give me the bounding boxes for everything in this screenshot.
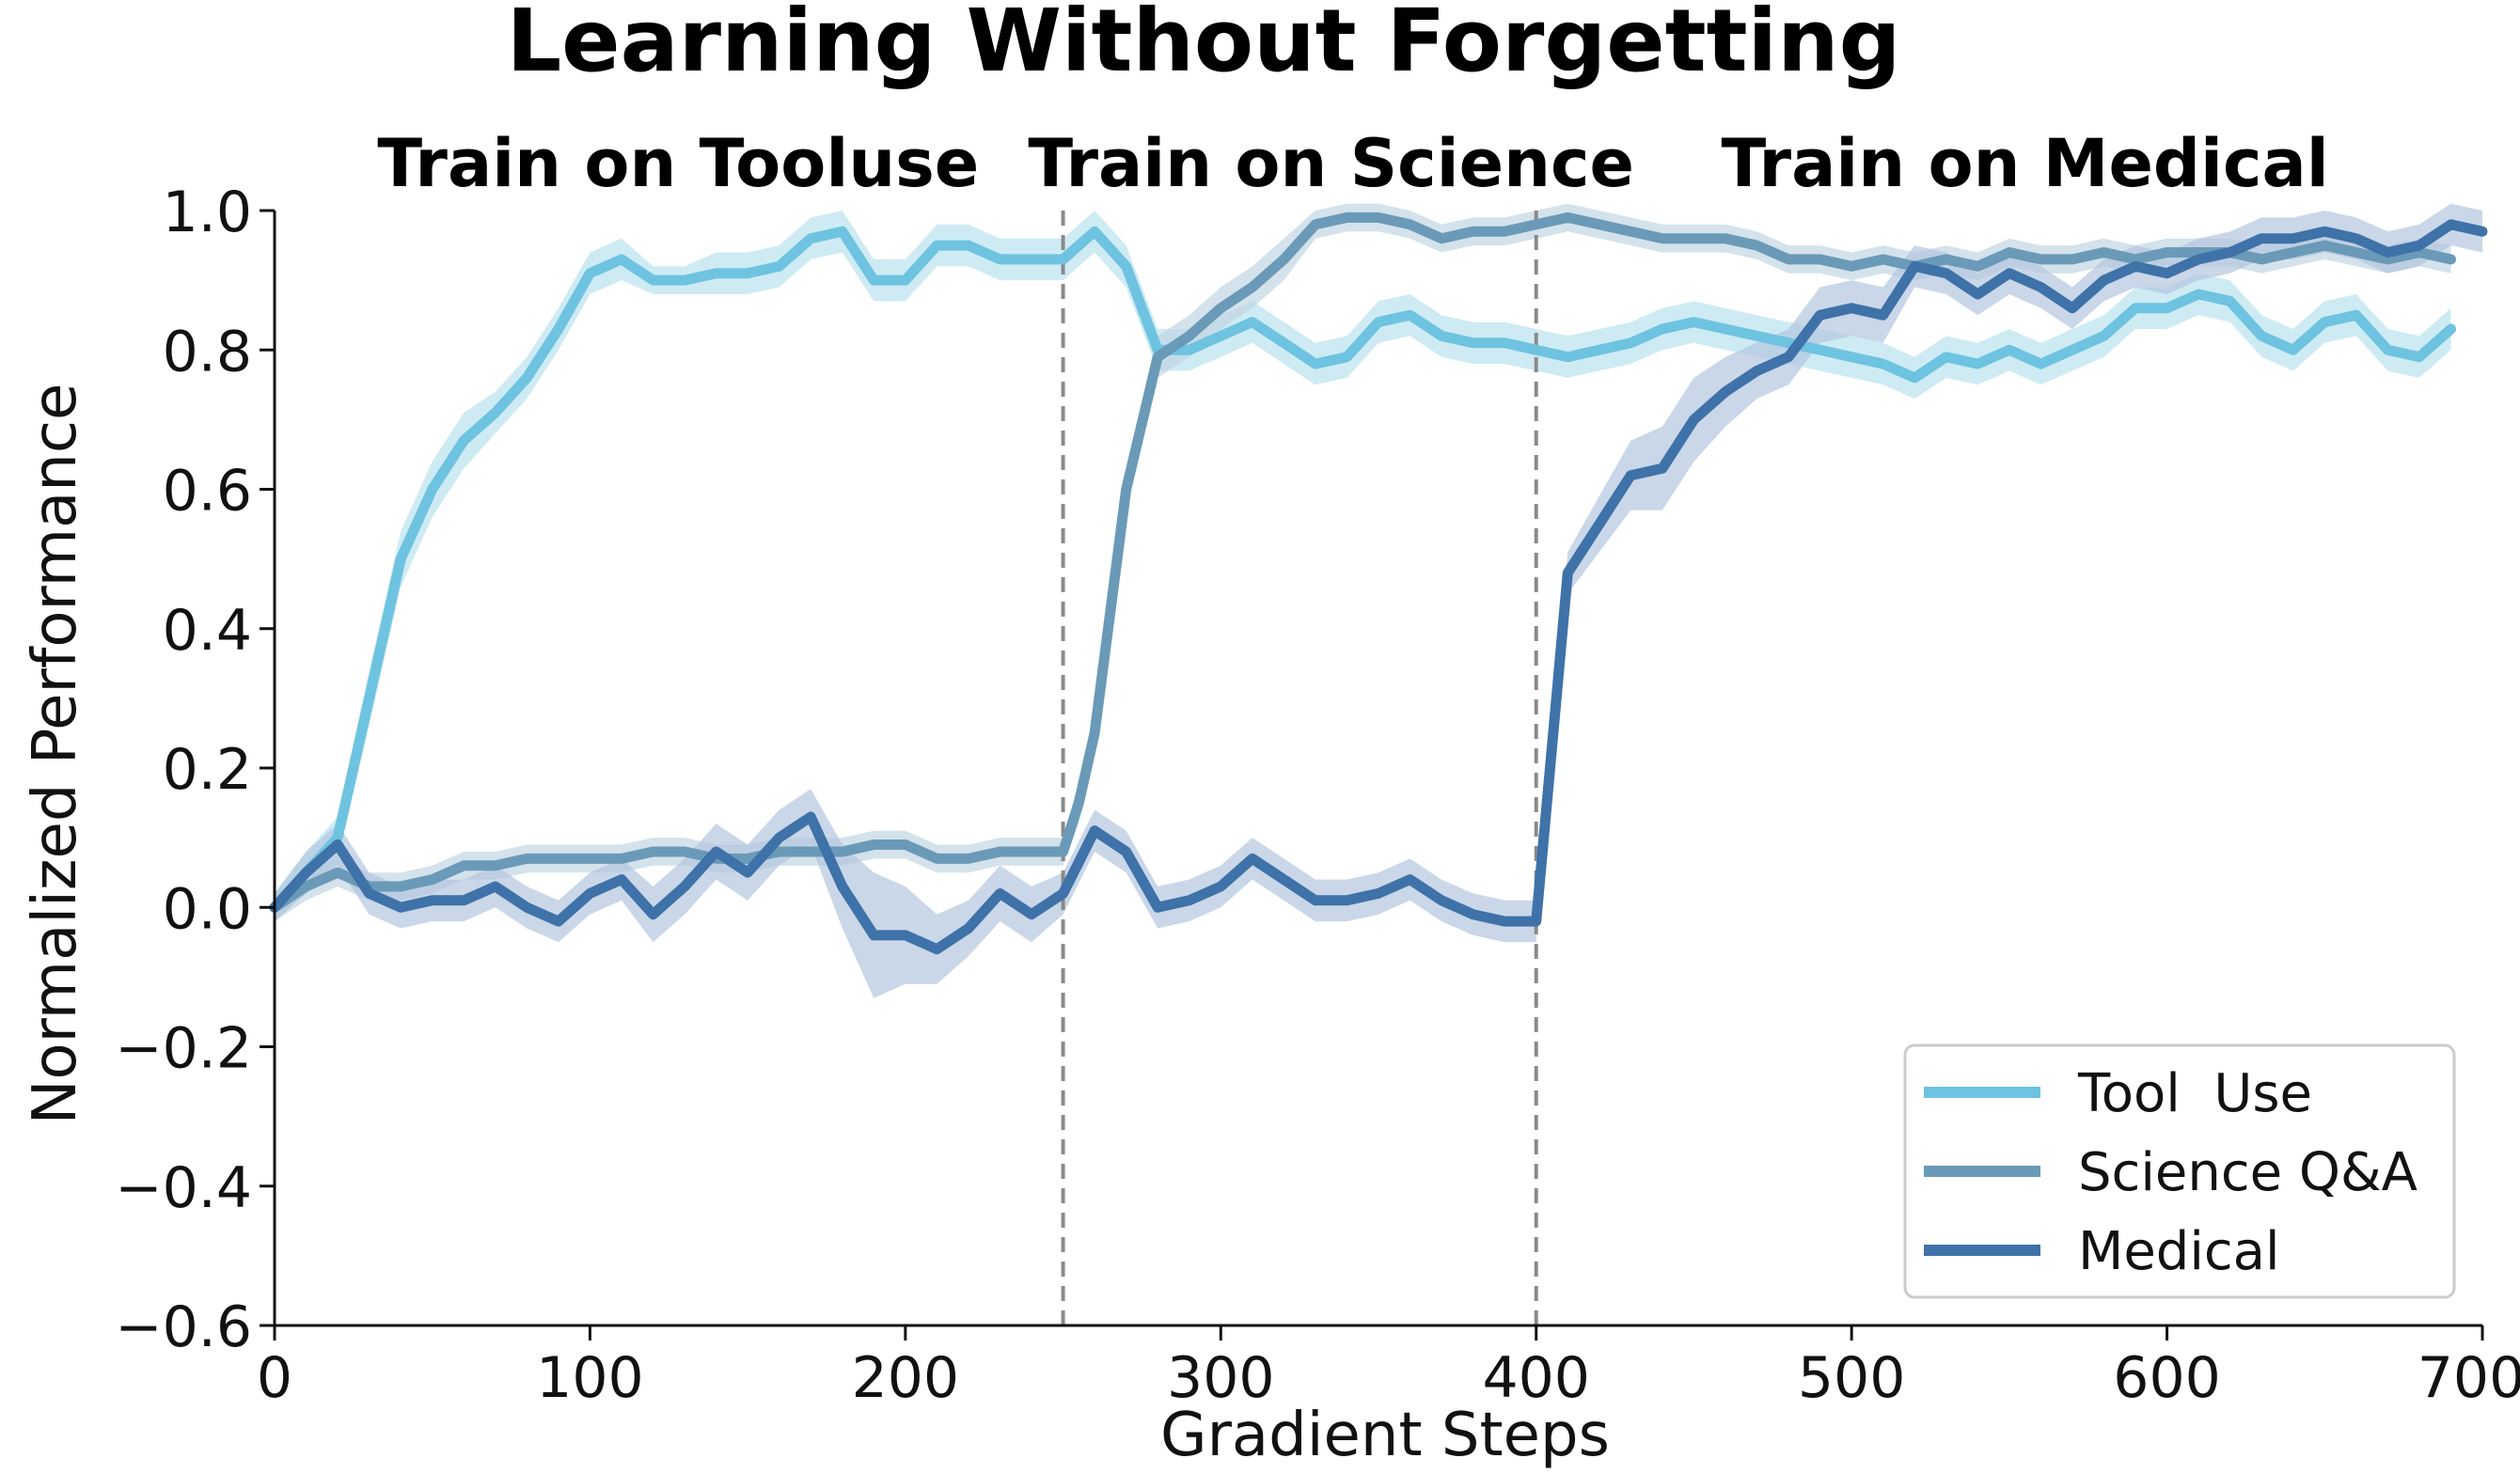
x-tick-label: 500 (1798, 1345, 1906, 1411)
y-tick-label: −0.6 (115, 1294, 252, 1360)
legend-label: Tool Use (2077, 1063, 2312, 1124)
phase-label: Train on Tooluse (377, 125, 979, 202)
legend-label: Science Q&A (2078, 1142, 2418, 1203)
line-series-1 (269, 212, 2456, 913)
phase-label: Train on Medical (1721, 125, 2328, 202)
legend: Tool Use Science Q&A Medical (1903, 1043, 2456, 1299)
confidence-bands (275, 203, 2482, 998)
line-series-2 (269, 219, 2488, 955)
x-tick-label: 0 (257, 1345, 292, 1411)
line-series-0 (269, 226, 2456, 913)
x-tick-label: 700 (2418, 1345, 2520, 1411)
y-tick-label: 0.2 (163, 737, 252, 803)
x-tick-label: 200 (852, 1345, 960, 1411)
y-axis-label: Normalized Performance (21, 384, 90, 1125)
axes: −0.6 −0.4 −0.2 0.0 0.2 0.4 0.6 0.8 1.0 0 100 200 300… (115, 180, 2520, 1411)
legend-label: Medical (2078, 1221, 2280, 1282)
y-tick-label: 1.0 (163, 180, 252, 245)
y-tick-label: 0.4 (163, 598, 252, 664)
phase-label: Train on Science (1028, 125, 1634, 202)
chart-title: Learning Without Forgetting (507, 0, 1901, 91)
legend-box (1903, 1043, 2456, 1299)
x-axis-label: Gradient Steps (1160, 1401, 1610, 1470)
x-tick-label: 600 (2113, 1345, 2221, 1411)
band-series-0 (275, 211, 2451, 922)
y-tick-label: 0.6 (163, 459, 252, 525)
y-tick-label: −0.4 (115, 1155, 252, 1221)
y-tick-label: 0.8 (163, 319, 252, 384)
y-tick-label: 0.0 (163, 876, 252, 942)
y-tick-label: −0.2 (115, 1016, 252, 1082)
phase-boundaries (1061, 211, 1538, 1325)
series-lines (269, 212, 2488, 955)
phase-labels: Train on Tooluse Train on Science Train on… (377, 125, 2328, 202)
x-tick-label: 300 (1167, 1345, 1275, 1411)
x-tick-label: 400 (1482, 1345, 1590, 1411)
x-tick-label: 100 (536, 1345, 644, 1411)
